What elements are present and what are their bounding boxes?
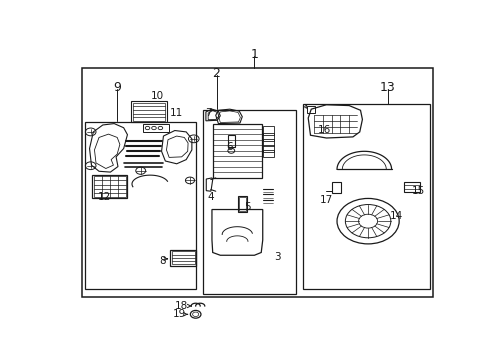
Text: 14: 14 [389,211,402,221]
Bar [142,123,169,132]
Text: 2: 2 [212,67,220,80]
Bar [263,145,273,152]
Bar [131,102,167,122]
Text: 15: 15 [411,186,424,196]
Bar [263,150,273,157]
Text: 16: 16 [317,125,330,135]
Bar [306,106,314,113]
Text: 1: 1 [250,48,258,61]
Bar [84,122,196,288]
Text: 11: 11 [170,108,183,118]
Bar [263,126,273,135]
Bar [238,197,246,212]
Text: 6: 6 [226,142,233,152]
Text: 18: 18 [175,301,188,311]
Bar [403,182,419,192]
Text: 10: 10 [151,91,164,101]
Text: 12: 12 [98,192,111,202]
Bar [332,182,340,193]
Bar [94,176,125,197]
Text: 4: 4 [207,192,214,202]
Bar [302,104,429,288]
Text: 8: 8 [159,256,165,266]
Text: 17: 17 [319,195,332,205]
Text: 9: 9 [113,81,121,94]
Bar [212,123,262,177]
Bar [92,175,127,198]
Bar [263,133,273,141]
Text: 13: 13 [379,81,395,94]
Bar [171,251,194,264]
Text: 3: 3 [274,252,281,262]
Bar [82,68,432,297]
Bar [133,103,165,121]
Bar [170,250,196,266]
Bar [227,135,234,147]
Bar [239,197,245,211]
Text: 19: 19 [172,309,185,319]
Bar [203,110,296,294]
Text: 7: 7 [204,108,211,118]
Text: 5: 5 [244,202,250,212]
Bar [263,139,273,146]
